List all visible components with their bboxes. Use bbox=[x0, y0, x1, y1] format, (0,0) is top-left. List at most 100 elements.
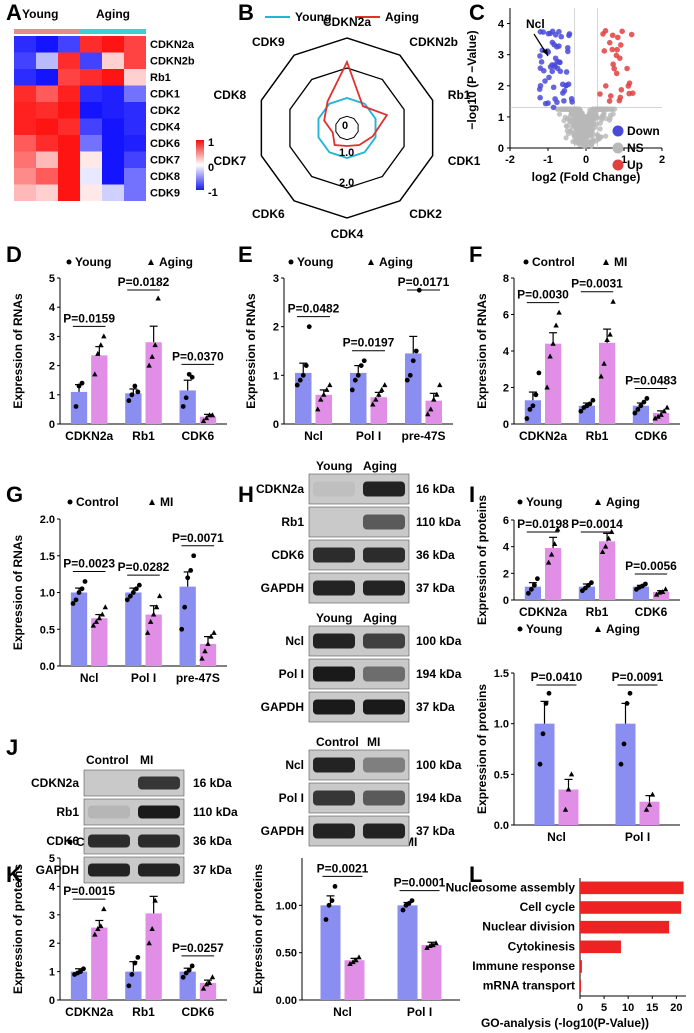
volcano-point-up bbox=[616, 97, 623, 104]
volcano-point-down bbox=[549, 39, 556, 46]
go-bar bbox=[580, 940, 621, 954]
heatmap-cell bbox=[14, 85, 36, 102]
bar bbox=[179, 586, 196, 666]
legend-label: Control bbox=[76, 495, 119, 509]
heatmap-cell bbox=[58, 184, 80, 201]
volcano-xtick: -1 bbox=[543, 154, 553, 166]
blot-size: 100 kDa bbox=[416, 758, 462, 772]
heatmap-cell bbox=[58, 69, 80, 86]
ytick: 8 bbox=[503, 273, 509, 285]
volcano-point-up bbox=[609, 32, 616, 39]
data-point bbox=[73, 597, 79, 603]
heatmap-cell bbox=[58, 168, 80, 185]
data-point bbox=[404, 377, 410, 383]
data-point bbox=[189, 963, 195, 969]
volcano-point-up bbox=[624, 65, 630, 72]
bar bbox=[534, 723, 555, 825]
blot-label: Ncl bbox=[285, 758, 304, 772]
blot-band bbox=[363, 514, 405, 530]
data-point bbox=[551, 541, 558, 546]
volcano-point-down bbox=[537, 94, 543, 101]
blot-band bbox=[313, 823, 355, 839]
data-point bbox=[641, 399, 647, 405]
data-point bbox=[96, 615, 103, 621]
panel-letter-F: F bbox=[469, 242, 482, 267]
blot-label: Rb1 bbox=[56, 805, 79, 819]
volcano-point-down bbox=[547, 30, 554, 37]
volcano-point-ns bbox=[567, 117, 574, 124]
volcano-point-down bbox=[546, 74, 552, 81]
data-point bbox=[182, 604, 188, 610]
data-point bbox=[413, 348, 419, 354]
legend-label: Young bbox=[297, 255, 333, 269]
heatmap-row-label: CDKN2a bbox=[150, 39, 195, 51]
bar bbox=[70, 592, 88, 666]
radar-ring bbox=[289, 67, 405, 189]
data-point bbox=[155, 295, 161, 301]
heatmap-cell bbox=[14, 151, 36, 168]
xtick-label: Pol I bbox=[356, 429, 381, 443]
volcano-point-ns bbox=[592, 110, 598, 116]
blot-band bbox=[313, 699, 355, 715]
data-point bbox=[545, 559, 552, 565]
blot-band bbox=[363, 580, 405, 596]
p-value: P=0.0257 bbox=[172, 941, 224, 955]
data-point bbox=[601, 360, 607, 366]
data-point bbox=[664, 404, 670, 410]
volcano-xtick: 1 bbox=[621, 154, 627, 166]
xtick-label: Pol I bbox=[131, 671, 156, 685]
panel-letter-H: H bbox=[238, 482, 254, 507]
legend-marker-circle bbox=[288, 259, 294, 265]
bar bbox=[653, 592, 670, 600]
legend-label: Young bbox=[526, 495, 562, 509]
data-point bbox=[544, 384, 550, 390]
data-point bbox=[208, 633, 214, 639]
radar-axis-label: CDK4 bbox=[331, 227, 364, 241]
ytick: 0.5 bbox=[494, 769, 509, 781]
p-value: P=0.0021 bbox=[317, 861, 369, 875]
blot-header: Young bbox=[316, 459, 352, 473]
data-point bbox=[353, 957, 359, 963]
data-point bbox=[98, 923, 104, 929]
ytick: 0.50 bbox=[276, 948, 297, 960]
legend-label: Aging bbox=[606, 495, 640, 509]
blot-header: MI bbox=[367, 735, 380, 749]
data-point bbox=[643, 581, 648, 587]
bar bbox=[145, 342, 162, 424]
heatmap-legend-bar bbox=[196, 140, 204, 190]
data-point bbox=[93, 618, 100, 624]
radar-series-aging bbox=[323, 59, 389, 147]
data-point bbox=[146, 940, 152, 946]
data-point bbox=[546, 690, 552, 696]
heatmap-cell bbox=[80, 151, 102, 168]
blot-band bbox=[138, 805, 180, 819]
data-point bbox=[203, 415, 210, 421]
xtick-label: CDK6 bbox=[635, 605, 668, 619]
volcano-point-down bbox=[537, 53, 543, 59]
data-point bbox=[530, 403, 536, 409]
p-value: P=0.0171 bbox=[398, 275, 450, 289]
data-point bbox=[92, 371, 98, 377]
blot-label: GAPDH bbox=[261, 824, 304, 838]
heatmap-cell bbox=[80, 69, 102, 86]
volcano-point-ns bbox=[598, 106, 604, 112]
go-xtick: 5 bbox=[601, 1002, 607, 1014]
data-point bbox=[430, 942, 436, 948]
volcano-point-ns bbox=[603, 133, 609, 139]
bar bbox=[70, 971, 88, 1000]
blot-band bbox=[313, 757, 355, 773]
p-value: P=0.0159 bbox=[63, 311, 115, 325]
volcano-point-up bbox=[613, 70, 620, 77]
data-point bbox=[124, 597, 130, 603]
data-point bbox=[556, 309, 562, 315]
ylabel: Expression of proteins bbox=[11, 864, 25, 994]
radar-ring-inner bbox=[335, 115, 359, 141]
heatmap-cell bbox=[36, 151, 58, 168]
ytick: 1 bbox=[49, 390, 55, 402]
volcano-legend-down: Down bbox=[627, 124, 660, 138]
group-bar-young bbox=[14, 29, 80, 34]
radar-legend-young: Young bbox=[295, 10, 331, 24]
heatmap-cell bbox=[14, 135, 36, 152]
radar-ring-label: 2.0 bbox=[339, 177, 354, 189]
volcano-point-ns bbox=[576, 125, 583, 131]
